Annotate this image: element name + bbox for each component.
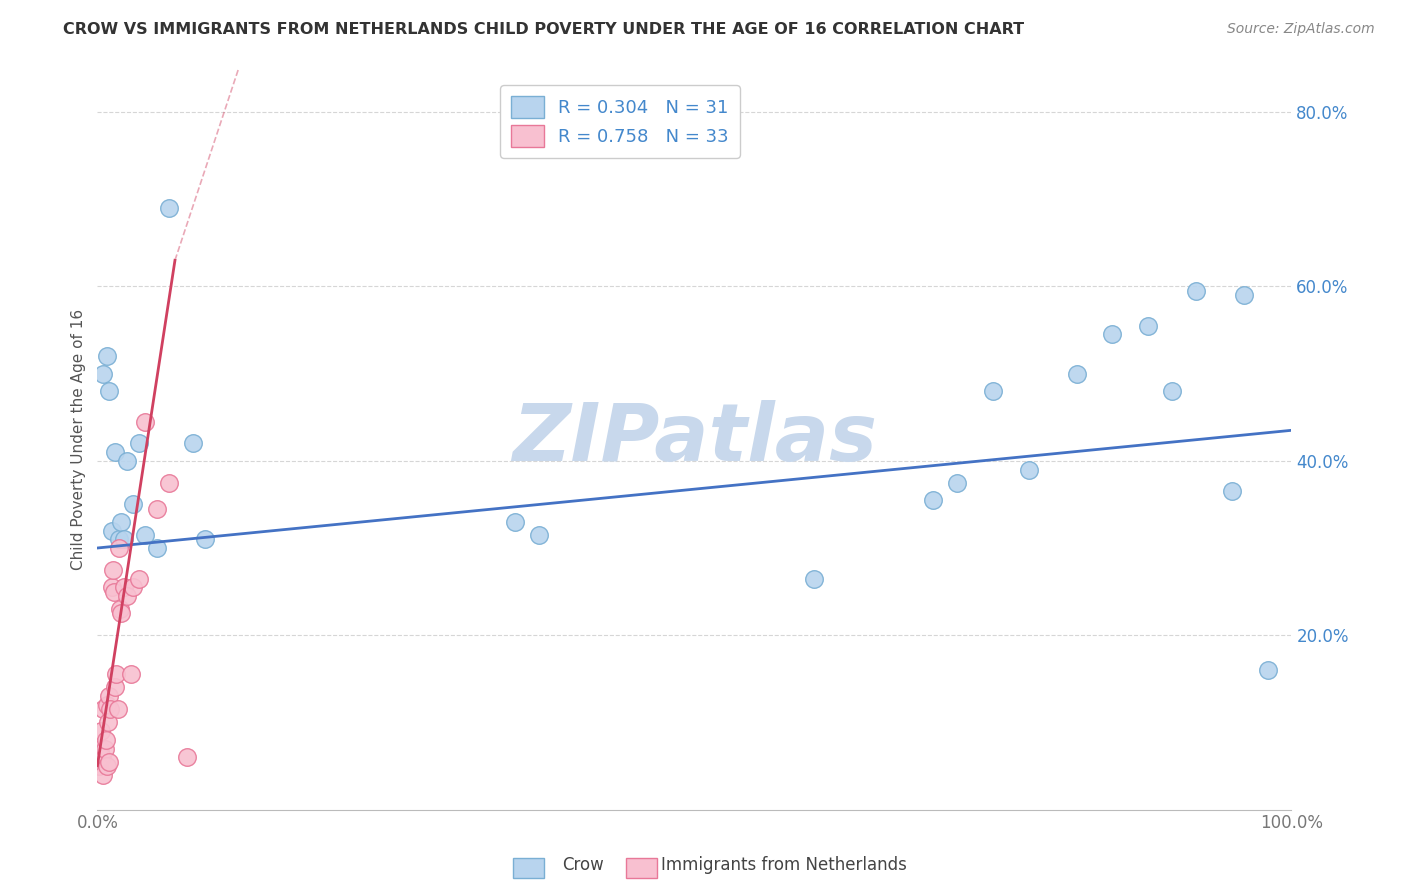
Point (115, 454, 138, 468)
Point (146, 501, 169, 516)
Point (1137, 318, 1160, 333)
Point (101, 563, 124, 577)
Point (128, 436, 150, 450)
Point (98, 755, 121, 769)
Point (97, 715, 120, 730)
Point (128, 572, 150, 586)
Point (1220, 484, 1243, 499)
Point (103, 584, 125, 599)
Point (96, 349, 118, 363)
Point (157, 475, 180, 490)
Point (91, 702, 114, 716)
Point (90, 724, 112, 739)
Point (981, 384, 1004, 398)
Point (104, 681, 127, 695)
Point (115, 589, 138, 603)
Point (1018, 462, 1040, 476)
Point (803, 572, 825, 586)
Point (946, 475, 969, 490)
Y-axis label: Child Poverty Under the Age of 16: Child Poverty Under the Age of 16 (72, 309, 86, 570)
Point (1233, 288, 1256, 302)
Point (105, 667, 128, 681)
Point (91, 750, 114, 764)
Point (122, 497, 145, 511)
Point (122, 580, 145, 594)
Point (110, 607, 132, 621)
Point (194, 533, 217, 547)
Text: Immigrants from Netherlands: Immigrants from Netherlands (661, 855, 907, 873)
Point (503, 515, 526, 529)
Point (100, 580, 122, 594)
Text: ZIPatlas: ZIPatlas (512, 400, 877, 478)
Point (1101, 327, 1123, 342)
Point (922, 493, 945, 508)
Legend: R = 0.304   N = 31, R = 0.758   N = 33: R = 0.304 N = 31, R = 0.758 N = 33 (501, 85, 740, 158)
Point (98, 690, 121, 704)
Point (96, 759, 118, 773)
Point (1185, 284, 1208, 298)
Point (94, 732, 117, 747)
Text: Source: ZipAtlas.com: Source: ZipAtlas.com (1227, 22, 1375, 37)
Point (176, 750, 198, 764)
Point (90, 750, 112, 764)
Point (112, 533, 135, 547)
Point (1257, 663, 1279, 677)
Point (112, 580, 135, 594)
Point (104, 445, 127, 459)
Point (134, 415, 156, 429)
Point (157, 201, 180, 215)
Point (89, 741, 111, 756)
Point (108, 602, 131, 616)
Point (108, 533, 131, 547)
Point (110, 515, 132, 529)
Point (100, 702, 122, 716)
Point (98, 384, 121, 398)
Point (527, 528, 550, 542)
Point (181, 436, 204, 450)
Point (100, 524, 122, 538)
Point (120, 667, 142, 681)
Point (87, 759, 110, 773)
Text: CROW VS IMMIGRANTS FROM NETHERLANDS CHILD POVERTY UNDER THE AGE OF 16 CORRELATIO: CROW VS IMMIGRANTS FROM NETHERLANDS CHIL… (63, 22, 1025, 37)
Point (134, 528, 156, 542)
Point (91, 767, 114, 781)
Point (146, 541, 169, 555)
Text: Crow: Crow (562, 855, 605, 873)
Point (107, 702, 129, 716)
Point (93, 741, 115, 756)
Point (108, 541, 131, 555)
Point (91, 367, 114, 381)
Point (96, 698, 118, 712)
Point (1066, 367, 1088, 381)
Point (1161, 384, 1184, 398)
